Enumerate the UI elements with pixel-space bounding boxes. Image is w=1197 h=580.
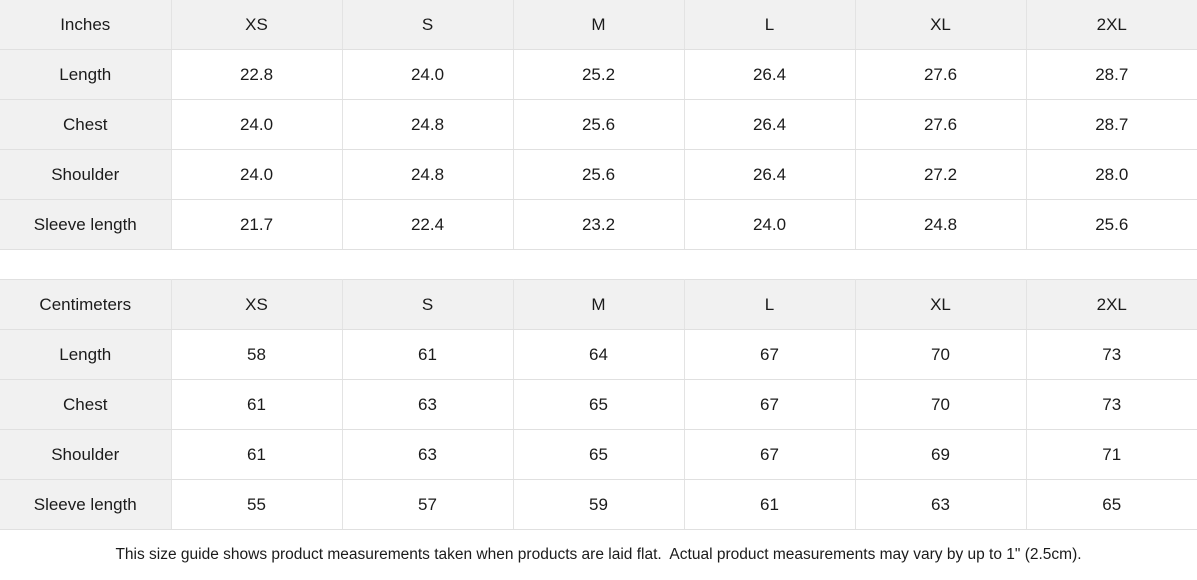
measurement-cell: 67: [683, 379, 855, 430]
section-gap: [0, 250, 1197, 279]
measurement-cell: 28.7: [1025, 99, 1197, 150]
table-row: Sleeve length 21.7 22.4 23.2 24.0 24.8 2…: [0, 199, 1197, 250]
measurement-cell: 22.8: [170, 49, 342, 100]
measurement-cell: 71: [1025, 429, 1197, 480]
table-row: Chest 61 63 65 67 70 73: [0, 379, 1197, 430]
size-header-cell: L: [683, 0, 855, 50]
row-label-cell: Shoulder: [0, 429, 171, 480]
size-header-cell: 2XL: [1025, 0, 1197, 50]
measurement-cell: 26.4: [683, 99, 855, 150]
table-header-row: Centimeters XS S M L XL 2XL: [0, 279, 1197, 330]
table-row: Length 22.8 24.0 25.2 26.4 27.6 28.7: [0, 49, 1197, 100]
measurement-cell: 61: [341, 329, 513, 380]
measurement-cell: 27.6: [854, 99, 1026, 150]
row-label-cell: Length: [0, 329, 171, 380]
table-row: Chest 24.0 24.8 25.6 26.4 27.6 28.7: [0, 99, 1197, 150]
measurement-cell: 28.0: [1025, 149, 1197, 200]
measurement-cell: 24.8: [341, 149, 513, 200]
unit-header-cell: Centimeters: [0, 279, 171, 330]
measurement-cell: 25.6: [512, 149, 684, 200]
size-header-cell: L: [683, 279, 855, 330]
row-label-cell: Sleeve length: [0, 479, 171, 530]
size-header-cell: XS: [170, 279, 342, 330]
row-label-cell: Sleeve length: [0, 199, 171, 250]
measurement-cell: 59: [512, 479, 684, 530]
table-row: Sleeve length 55 57 59 61 63 65: [0, 479, 1197, 530]
measurement-cell: 61: [170, 379, 342, 430]
measurement-cell: 67: [683, 429, 855, 480]
measurement-cell: 58: [170, 329, 342, 380]
size-header-cell: XS: [170, 0, 342, 50]
measurement-cell: 24.0: [683, 199, 855, 250]
measurement-cell: 69: [854, 429, 1026, 480]
measurement-cell: 23.2: [512, 199, 684, 250]
measurement-cell: 27.2: [854, 149, 1026, 200]
measurement-cell: 70: [854, 329, 1026, 380]
size-header-cell: XL: [854, 0, 1026, 50]
measurement-cell: 24.0: [170, 99, 342, 150]
measurement-cell: 24.8: [341, 99, 513, 150]
table-row: Shoulder 61 63 65 67 69 71: [0, 429, 1197, 480]
size-header-cell: 2XL: [1025, 279, 1197, 330]
measurement-cell: 65: [512, 379, 684, 430]
unit-header-cell: Inches: [0, 0, 171, 50]
measurement-cell: 24.0: [341, 49, 513, 100]
table-row: Shoulder 24.0 24.8 25.6 26.4 27.2 28.0: [0, 149, 1197, 200]
row-label-cell: Shoulder: [0, 149, 171, 200]
row-label-cell: Chest: [0, 379, 171, 430]
size-header-cell: S: [341, 279, 513, 330]
measurement-cell: 25.2: [512, 49, 684, 100]
size-header-cell: M: [512, 279, 684, 330]
measurement-cell: 73: [1025, 329, 1197, 380]
measurement-cell: 21.7: [170, 199, 342, 250]
measurement-cell: 55: [170, 479, 342, 530]
measurement-cell: 26.4: [683, 149, 855, 200]
measurement-cell: 26.4: [683, 49, 855, 100]
row-label-cell: Length: [0, 49, 171, 100]
measurement-cell: 24.8: [854, 199, 1026, 250]
measurement-cell: 57: [341, 479, 513, 530]
measurement-cell: 28.7: [1025, 49, 1197, 100]
measurement-cell: 22.4: [341, 199, 513, 250]
table-row: Length 58 61 64 67 70 73: [0, 329, 1197, 380]
size-header-cell: M: [512, 0, 684, 50]
measurement-cell: 63: [854, 479, 1026, 530]
footer-note: This size guide shows product measuremen…: [115, 545, 1082, 563]
measurement-cell: 25.6: [512, 99, 684, 150]
measurement-cell: 27.6: [854, 49, 1026, 100]
measurement-cell: 63: [341, 379, 513, 430]
row-label-cell: Chest: [0, 99, 171, 150]
measurement-cell: 61: [170, 429, 342, 480]
measurement-cell: 70: [854, 379, 1026, 430]
measurement-cell: 61: [683, 479, 855, 530]
size-header-cell: S: [341, 0, 513, 50]
measurement-cell: 65: [1025, 479, 1197, 530]
size-table-centimeters: Centimeters XS S M L XL 2XL Length 58 61…: [0, 279, 1197, 530]
measurement-cell: 63: [341, 429, 513, 480]
size-header-cell: XL: [854, 279, 1026, 330]
size-table-inches: Inches XS S M L XL 2XL Length 22.8 24.0 …: [0, 0, 1197, 250]
measurement-cell: 73: [1025, 379, 1197, 430]
table-header-row: Inches XS S M L XL 2XL: [0, 0, 1197, 50]
measurement-cell: 24.0: [170, 149, 342, 200]
measurement-cell: 65: [512, 429, 684, 480]
measurement-cell: 25.6: [1025, 199, 1197, 250]
measurement-cell: 67: [683, 329, 855, 380]
measurement-cell: 64: [512, 329, 684, 380]
